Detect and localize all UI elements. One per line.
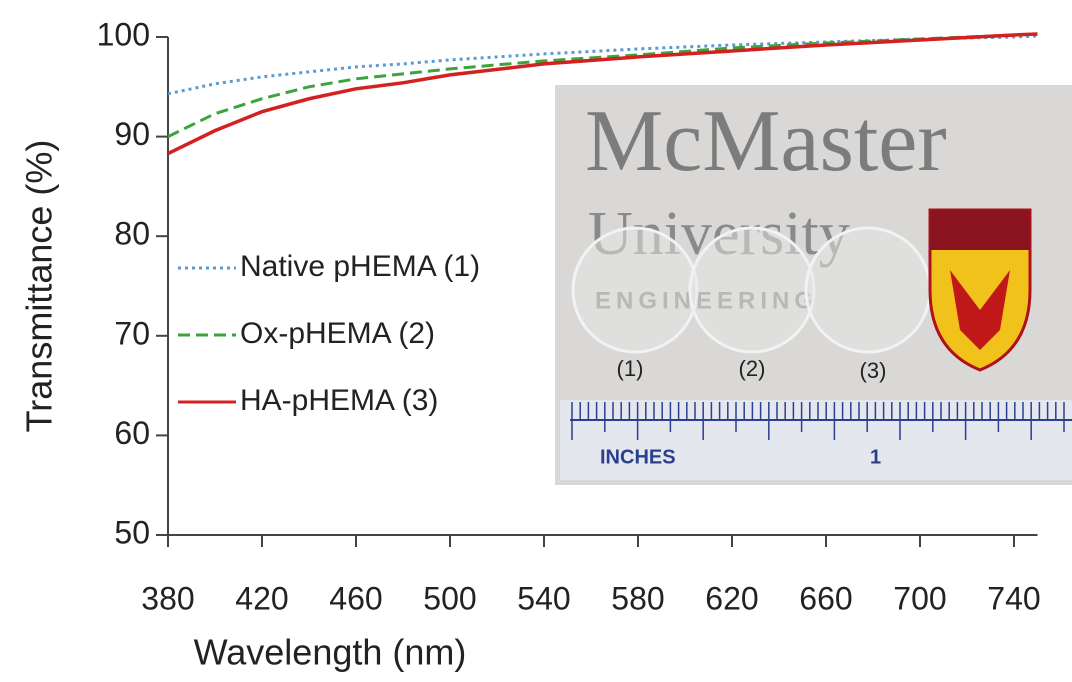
crest — [930, 210, 1030, 370]
sample-label: (2) — [739, 356, 766, 381]
x-axis-label: Wavelength (nm) — [194, 632, 467, 673]
y-tick-label: 90 — [114, 116, 150, 152]
sample-label: (3) — [860, 358, 887, 383]
sample-disc — [573, 228, 697, 352]
y-tick-label: 70 — [114, 315, 150, 351]
x-tick-label: 660 — [799, 580, 852, 616]
y-axis-label: Transmittance (%) — [19, 140, 60, 433]
chart: McMaster University ENGINEERING INCHES 1… — [0, 0, 1072, 677]
x-tick-label: 540 — [517, 580, 570, 616]
legend-label: Ox-pHEMA (2) — [240, 317, 435, 350]
y-tick-label: 50 — [114, 514, 150, 550]
y-tick-label: 100 — [97, 16, 150, 52]
x-tick-label: 700 — [893, 580, 946, 616]
y-tick-label: 60 — [114, 415, 150, 451]
x-tick-label: 420 — [235, 580, 288, 616]
ruler-mark: 1 — [870, 446, 881, 468]
sample-disc — [690, 228, 814, 352]
x-tick-label: 620 — [705, 580, 758, 616]
page: McMaster University ENGINEERING INCHES 1… — [0, 0, 1072, 682]
x-tick-label: 460 — [329, 580, 382, 616]
x-tick-label: 580 — [611, 580, 664, 616]
x-tick-label: 740 — [987, 580, 1040, 616]
legend-label: HA-pHEMA (3) — [240, 384, 438, 417]
x-tick-label: 380 — [141, 580, 194, 616]
photo-title: McMaster — [585, 93, 947, 190]
legend-label: Native pHEMA (1) — [240, 250, 480, 283]
x-tick-label: 500 — [423, 580, 476, 616]
ruler-unit: INCHES — [600, 446, 676, 468]
y-tick-label: 80 — [114, 216, 150, 252]
sample-disc — [806, 228, 930, 352]
inset-photo: McMaster University ENGINEERING INCHES 1… — [555, 85, 1072, 485]
sample-label: (1) — [617, 356, 644, 381]
